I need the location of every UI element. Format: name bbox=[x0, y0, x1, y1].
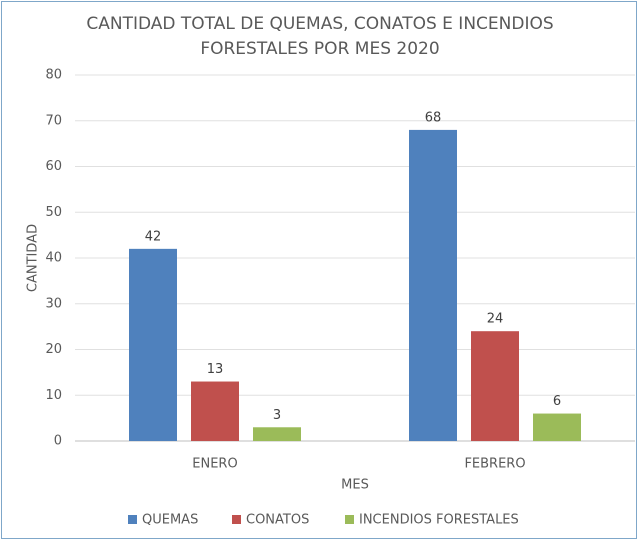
y-axis-label: CANTIDAD bbox=[26, 224, 41, 292]
y-tick-label: 40 bbox=[45, 251, 62, 266]
data-label: 13 bbox=[207, 362, 224, 377]
x-axis-label: MES bbox=[341, 478, 369, 493]
data-label: 24 bbox=[487, 312, 504, 327]
bar bbox=[533, 413, 581, 441]
y-tick-label: 20 bbox=[45, 342, 62, 357]
data-label: 3 bbox=[273, 408, 281, 423]
legend-swatch bbox=[232, 515, 241, 524]
legend-label: CONATOS bbox=[246, 513, 309, 528]
y-tick-label: 10 bbox=[45, 388, 62, 403]
bar bbox=[129, 248, 177, 441]
bar bbox=[471, 331, 519, 441]
bar bbox=[409, 129, 457, 441]
y-tick-label: 50 bbox=[45, 205, 62, 220]
y-tick-label: 80 bbox=[45, 68, 62, 83]
y-tick-label: 70 bbox=[45, 113, 62, 128]
legend-label: QUEMAS bbox=[142, 513, 198, 528]
legend-swatch bbox=[345, 515, 354, 524]
data-label: 42 bbox=[145, 229, 162, 244]
data-label: 6 bbox=[553, 394, 561, 409]
x-tick-label: ENERO bbox=[192, 457, 237, 472]
bar bbox=[191, 381, 239, 441]
legend-label: INCENDIOS FORESTALES bbox=[359, 513, 519, 528]
chart-title: CANTIDAD TOTAL DE QUEMAS, CONATOS E INCE… bbox=[86, 14, 554, 59]
y-tick-label: 0 bbox=[54, 434, 62, 449]
y-tick-label: 60 bbox=[45, 159, 62, 174]
data-label: 68 bbox=[425, 110, 442, 125]
bar bbox=[253, 427, 301, 441]
x-tick-label: FEBRERO bbox=[464, 457, 525, 472]
legend-swatch bbox=[128, 515, 137, 524]
y-tick-label: 30 bbox=[45, 296, 62, 311]
